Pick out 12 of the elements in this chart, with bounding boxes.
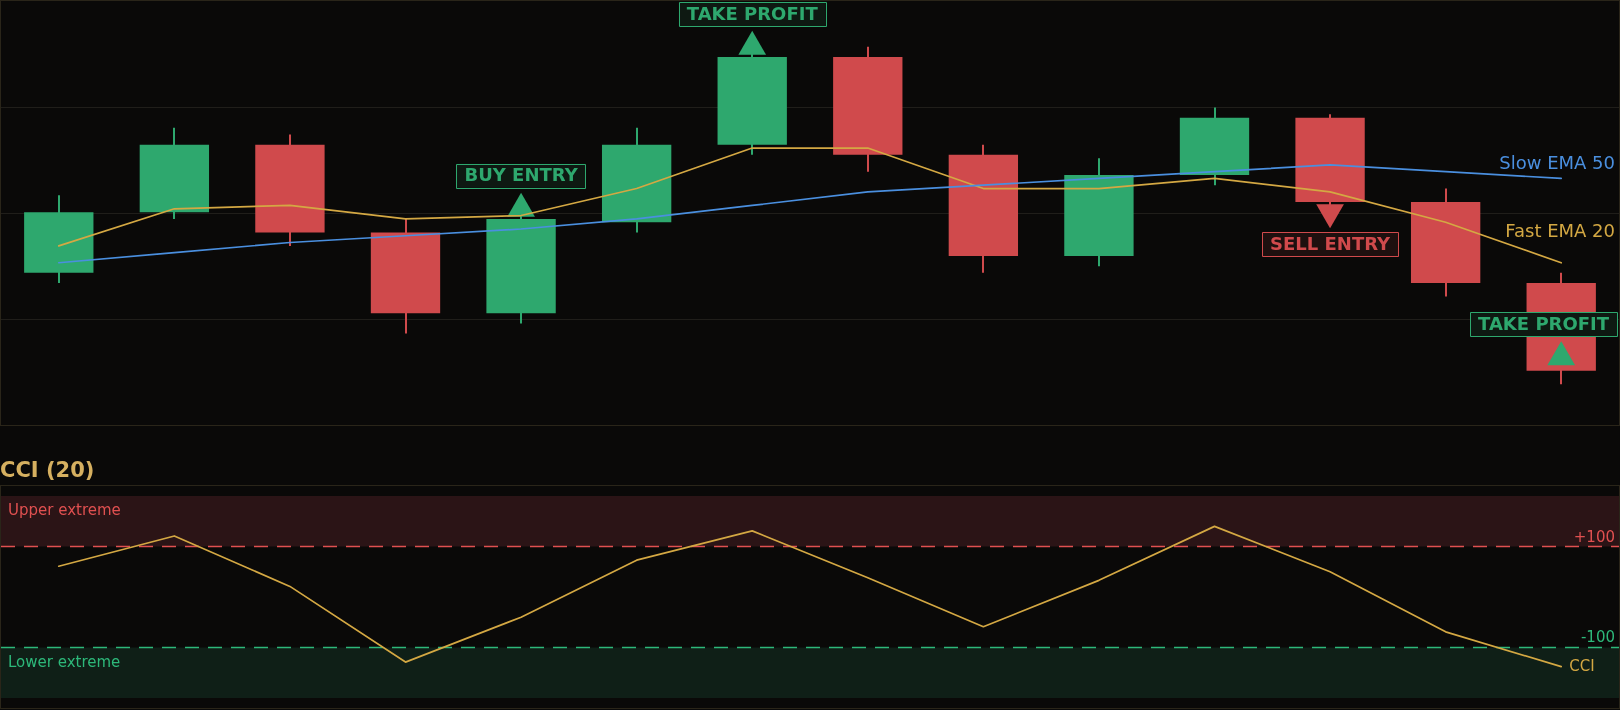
band-label: Lower extreme <box>8 652 121 671</box>
annotation: TAKE PROFIT <box>1478 312 1610 334</box>
series-label: CCI <box>1569 656 1595 675</box>
band-label: Upper extreme <box>8 501 121 520</box>
ref-line-label: +100 <box>1573 527 1615 546</box>
text: TAKE PROFIT <box>686 2 819 24</box>
chart-title: CCI (20) <box>0 457 95 484</box>
ref-line-label: -100 <box>1580 628 1615 647</box>
annotation: BUY ENTRY <box>464 164 579 186</box>
annotation: SELL ENTRY <box>1270 232 1392 254</box>
series-label: Fast EMA 20 <box>1505 220 1615 242</box>
series-label: Slow EMA 50 <box>1499 151 1615 173</box>
